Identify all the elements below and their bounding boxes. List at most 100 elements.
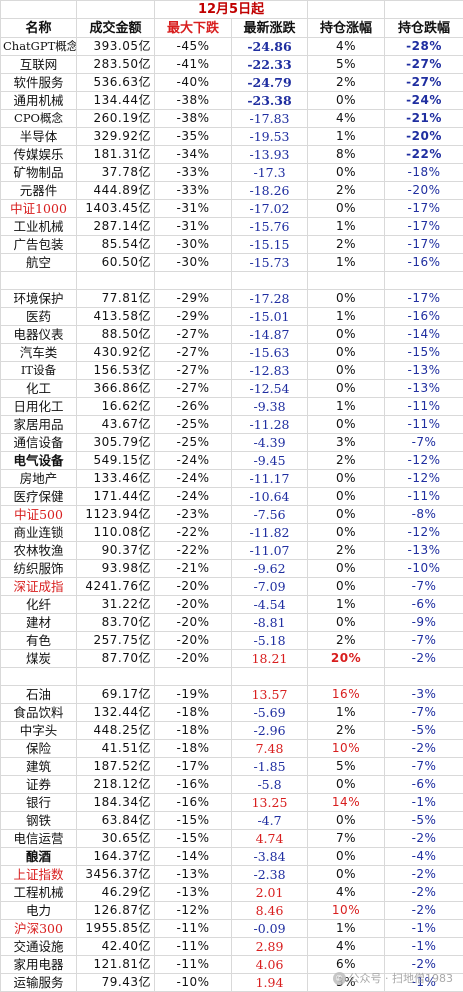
volume-cell: 305.79亿 [76, 433, 155, 452]
name-cell: 建筑 [0, 757, 77, 776]
max-drawdown-cell: -16% [154, 793, 232, 812]
max-drawdown-cell: -18% [154, 739, 232, 758]
max-drawdown-cell: -30% [154, 253, 232, 272]
max-drawdown-cell: -27% [154, 361, 232, 380]
hold-gain-cell: 0% [307, 163, 386, 182]
hold-loss-cell: -20% [384, 127, 463, 146]
name-cell: 食品饮料 [0, 703, 77, 722]
table-row: 电气设备 549.15亿 -24% -9.45 2% -12% [0, 451, 463, 470]
max-drawdown-cell: -26% [154, 397, 232, 416]
hold-loss-cell: -27% [384, 55, 463, 74]
hold-gain-cell: 0% [307, 865, 386, 884]
table-row: 日用化工 16.62亿 -26% -9.38 1% -11% [0, 397, 463, 416]
latest-change-cell: -17.3 [230, 163, 309, 182]
volume-cell: 1403.45亿 [76, 199, 155, 218]
name-cell: 传媒娱乐 [0, 145, 77, 164]
blank-cell [230, 271, 309, 290]
volume-cell: 1123.94亿 [76, 505, 155, 524]
hold-loss-cell: -14% [384, 325, 463, 344]
hold-gain-cell: 0% [307, 379, 386, 398]
max-drawdown-cell: -22% [154, 523, 232, 542]
hold-loss-cell: -9% [384, 613, 463, 632]
max-drawdown-cell: -24% [154, 451, 232, 470]
volume-cell: 218.12亿 [76, 775, 155, 794]
blank-cell [307, 667, 386, 686]
hold-loss-cell: -5% [384, 811, 463, 830]
name-cell: 保险 [0, 739, 77, 758]
max-drawdown-cell: -20% [154, 577, 232, 596]
blank-cell [384, 667, 463, 686]
max-drawdown-cell: -35% [154, 127, 232, 146]
volume-cell: 536.63亿 [76, 73, 155, 92]
name-cell: IT设备 [0, 361, 77, 380]
latest-change-cell: -11.07 [230, 541, 309, 560]
volume-cell: 90.37亿 [76, 541, 155, 560]
table-row: 环境保护 77.81亿 -29% -17.28 0% -17% [0, 289, 463, 308]
hold-loss-cell: -17% [384, 217, 463, 236]
hold-gain-cell: 8% [307, 145, 386, 164]
hold-loss-cell: -7% [384, 433, 463, 452]
name-cell: 纺织服饰 [0, 559, 77, 578]
volume-cell: 79.43亿 [76, 973, 155, 992]
max-drawdown-cell: -27% [154, 343, 232, 362]
volume-cell: 549.15亿 [76, 451, 155, 470]
hold-gain-cell: 4% [307, 37, 386, 56]
hold-loss-cell: -7% [384, 757, 463, 776]
volume-cell: 60.50亿 [76, 253, 155, 272]
max-drawdown-cell: -25% [154, 433, 232, 452]
hold-gain-cell: 1% [307, 217, 386, 236]
hold-gain-cell: 0% [307, 199, 386, 218]
table-row: 软件服务 536.63亿 -40% -24.79 2% -27% [0, 73, 463, 92]
hold-gain-cell: 4% [307, 883, 386, 902]
hold-gain-cell: 0% [307, 775, 386, 794]
volume-cell: 30.65亿 [76, 829, 155, 848]
volume-cell: 283.50亿 [76, 55, 155, 74]
hold-loss-cell: -2% [384, 829, 463, 848]
volume-cell: 42.40亿 [76, 937, 155, 956]
latest-change-cell: -15.01 [230, 307, 309, 326]
hold-gain-cell: 2% [307, 721, 386, 740]
table-row: 钢铁 63.84亿 -15% -4.7 0% -5% [0, 811, 463, 830]
volume-cell: 88.50亿 [76, 325, 155, 344]
hold-gain-cell: 0% [307, 469, 386, 488]
title-row: 12月5日起 [0, 0, 463, 19]
hold-gain-cell: 6% [307, 955, 386, 974]
latest-change-cell: 13.57 [230, 685, 309, 704]
header-name: 名称 [0, 18, 77, 38]
volume-cell: 83.70亿 [76, 613, 155, 632]
hold-gain-cell: 10% [307, 739, 386, 758]
table-row: 化工 366.86亿 -27% -12.54 0% -13% [0, 379, 463, 398]
name-cell: 中证1000 [0, 199, 77, 218]
hold-gain-cell: 3% [307, 433, 386, 452]
latest-change-cell: -4.7 [230, 811, 309, 830]
header-hold-gain: 持仓涨幅 [307, 18, 386, 38]
table-row: 银行 184.34亿 -16% 13.25 14% -1% [0, 793, 463, 812]
max-drawdown-cell: -15% [154, 811, 232, 830]
header-volume: 成交金额 [76, 18, 155, 38]
latest-change-cell: 1.94 [230, 973, 309, 992]
max-drawdown-cell: -31% [154, 217, 232, 236]
max-drawdown-cell: -11% [154, 955, 232, 974]
volume-cell: 184.34亿 [76, 793, 155, 812]
volume-cell: 4241.76亿 [76, 577, 155, 596]
table-row: 汽车类 430.92亿 -27% -15.63 0% -15% [0, 343, 463, 362]
watermark: ✆ 公众号 · 扫地僧1983 [332, 970, 453, 986]
table-row: 食品饮料 132.44亿 -18% -5.69 1% -7% [0, 703, 463, 722]
max-drawdown-cell: -12% [154, 901, 232, 920]
name-cell: 日用化工 [0, 397, 77, 416]
latest-change-cell: -13.93 [230, 145, 309, 164]
latest-change-cell: -7.56 [230, 505, 309, 524]
max-drawdown-cell: -33% [154, 163, 232, 182]
volume-cell: 69.17亿 [76, 685, 155, 704]
max-drawdown-cell: -11% [154, 919, 232, 938]
hold-loss-cell: -6% [384, 595, 463, 614]
volume-cell: 287.14亿 [76, 217, 155, 236]
name-cell: 上证指数 [0, 865, 77, 884]
blank-cell [384, 271, 463, 290]
latest-change-cell: -18.26 [230, 181, 309, 200]
latest-change-cell: -5.69 [230, 703, 309, 722]
max-drawdown-cell: -40% [154, 73, 232, 92]
latest-change-cell: 4.74 [230, 829, 309, 848]
hold-loss-cell: -7% [384, 631, 463, 650]
hold-gain-cell: 2% [307, 631, 386, 650]
